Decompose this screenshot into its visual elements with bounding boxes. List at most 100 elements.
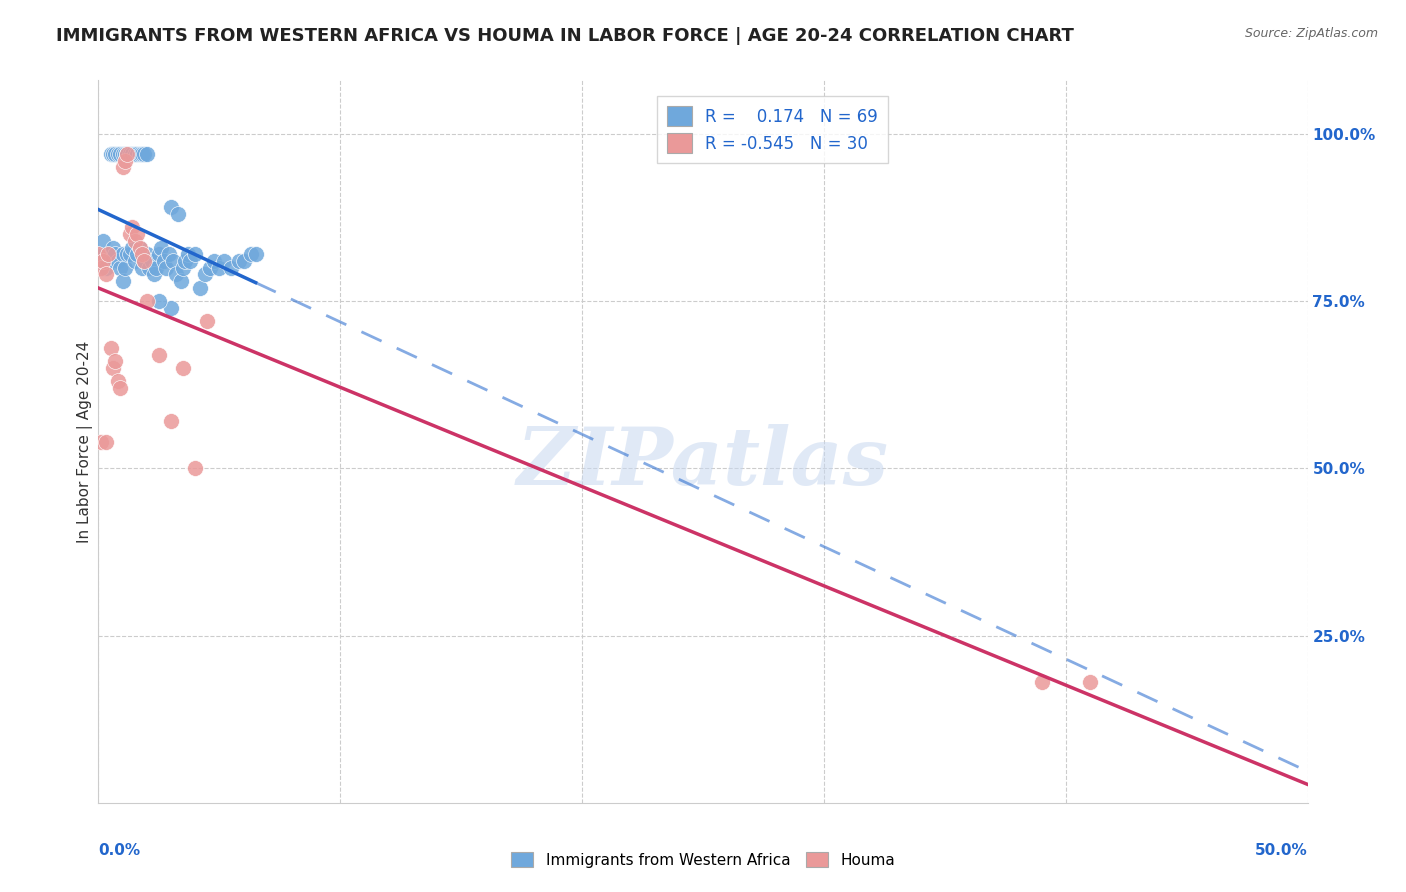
Point — [114, 153, 136, 168]
Point — [108, 381, 131, 395]
Point — [118, 227, 141, 242]
Point — [212, 254, 235, 268]
Point — [97, 247, 120, 261]
Point — [221, 260, 243, 275]
Point — [117, 147, 139, 161]
Point — [138, 260, 160, 275]
Point — [97, 254, 120, 268]
Point — [160, 301, 183, 315]
Point — [143, 268, 166, 282]
Point — [135, 247, 157, 261]
Point — [188, 281, 211, 295]
Point — [128, 241, 150, 255]
Point — [100, 341, 122, 355]
Point — [100, 247, 122, 261]
Point — [135, 147, 157, 161]
Point — [87, 247, 110, 261]
Point — [134, 147, 156, 161]
Point — [174, 254, 197, 268]
Point — [94, 434, 117, 449]
Point — [165, 268, 187, 282]
Point — [194, 268, 217, 282]
Point — [91, 234, 114, 248]
Point — [127, 147, 149, 161]
Point — [90, 434, 112, 449]
Point — [184, 461, 207, 475]
Point — [184, 247, 207, 261]
Point — [172, 361, 194, 376]
Point — [104, 247, 127, 261]
Point — [104, 147, 127, 161]
Point — [107, 254, 129, 268]
Point — [101, 361, 124, 376]
Point — [107, 375, 129, 389]
Point — [121, 147, 143, 161]
Point — [131, 147, 153, 161]
Point — [239, 247, 262, 261]
Point — [128, 147, 150, 161]
Point — [179, 254, 201, 268]
Point — [118, 247, 141, 261]
Point — [124, 234, 146, 248]
Point — [108, 260, 131, 275]
Point — [127, 227, 149, 242]
Point — [135, 294, 157, 309]
Legend: R =    0.174   N = 69, R = -0.545   N = 30: R = 0.174 N = 69, R = -0.545 N = 30 — [657, 95, 889, 163]
Point — [160, 201, 183, 215]
Text: Source: ZipAtlas.com: Source: ZipAtlas.com — [1244, 27, 1378, 40]
Point — [100, 147, 122, 161]
Point — [1078, 675, 1101, 690]
Point — [111, 161, 134, 175]
Point — [107, 147, 129, 161]
Point — [148, 348, 170, 362]
Point — [198, 260, 221, 275]
Point — [101, 147, 124, 161]
Point — [104, 354, 127, 368]
Point — [111, 247, 134, 261]
Text: 0.0%: 0.0% — [98, 843, 141, 857]
Point — [162, 254, 184, 268]
Point — [124, 147, 146, 161]
Text: ZIPatlas: ZIPatlas — [517, 425, 889, 502]
Point — [145, 260, 167, 275]
Point — [134, 254, 156, 268]
Point — [177, 247, 200, 261]
Legend: Immigrants from Western Africa, Houma: Immigrants from Western Africa, Houma — [503, 844, 903, 875]
Point — [134, 254, 156, 268]
Point — [152, 254, 174, 268]
Point — [167, 207, 190, 221]
Point — [131, 260, 153, 275]
Point — [172, 260, 194, 275]
Point — [111, 274, 134, 288]
Point — [121, 220, 143, 235]
Point — [94, 260, 117, 275]
Point — [101, 241, 124, 255]
Point — [232, 254, 254, 268]
Point — [117, 147, 139, 161]
Point — [87, 247, 110, 261]
Point — [108, 147, 131, 161]
Point — [91, 254, 114, 268]
Text: 50.0%: 50.0% — [1254, 843, 1308, 857]
Point — [150, 241, 173, 255]
Point — [117, 247, 139, 261]
Point — [114, 260, 136, 275]
Point — [204, 254, 226, 268]
Point — [157, 247, 180, 261]
Point — [94, 268, 117, 282]
Point — [131, 247, 153, 261]
Point — [195, 314, 218, 328]
Point — [127, 247, 149, 261]
Point — [118, 147, 141, 161]
Point — [121, 241, 143, 255]
Point — [155, 260, 177, 275]
Point — [111, 147, 134, 161]
Point — [114, 147, 136, 161]
Point — [148, 247, 170, 261]
Point — [128, 241, 150, 255]
Point — [90, 260, 112, 275]
Y-axis label: In Labor Force | Age 20-24: In Labor Force | Age 20-24 — [77, 341, 93, 542]
Point — [245, 247, 267, 261]
Point — [148, 294, 170, 309]
Point — [124, 254, 146, 268]
